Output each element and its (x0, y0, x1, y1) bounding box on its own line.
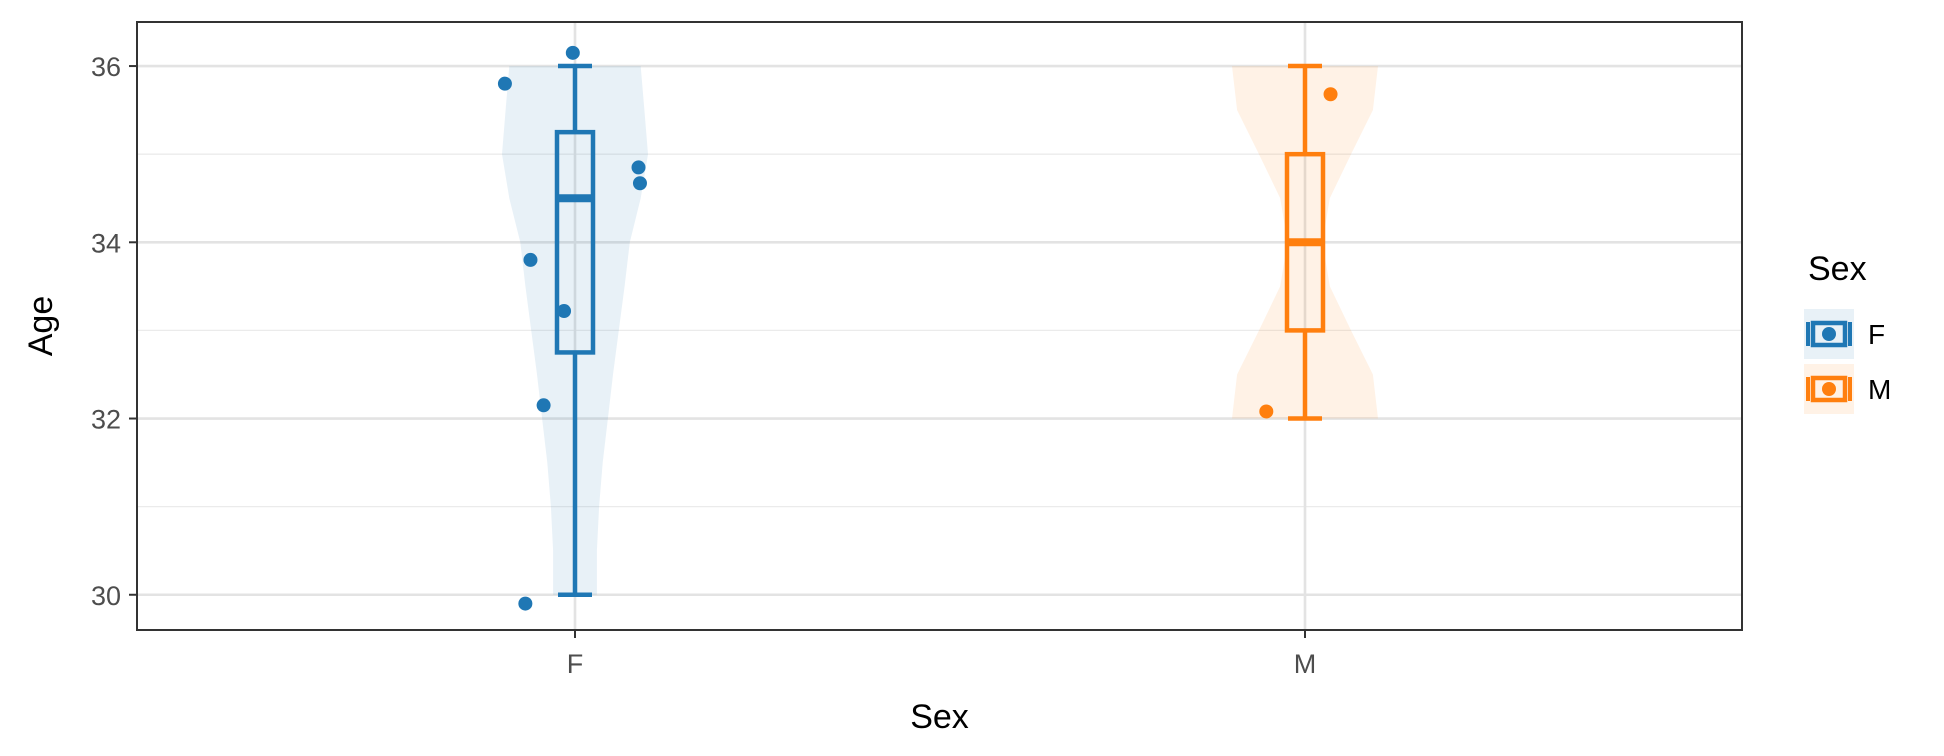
legend-box (1810, 375, 1848, 403)
data-point-F (536, 398, 551, 413)
legend-point (1822, 382, 1836, 396)
data-point-F (631, 160, 646, 175)
legend-label-M: M (1868, 374, 1891, 405)
boxplots (554, 63, 1326, 598)
plot-panel-border (136, 21, 1743, 631)
y-tick-label: 34 (91, 228, 121, 258)
box-F (554, 129, 596, 355)
legend-item-F: F (1804, 309, 1885, 359)
legend-label-F: F (1868, 319, 1885, 350)
grid-lines (137, 22, 1742, 630)
y-axis: 30 32 34 36 (91, 52, 137, 611)
data-point-F (632, 176, 647, 191)
x-tick-label: M (1294, 649, 1317, 679)
y-tick-label: 32 (91, 405, 121, 435)
data-point-F (565, 45, 580, 60)
data-point-F (523, 252, 538, 267)
legend-item-M: M (1804, 364, 1891, 414)
legend-point (1822, 327, 1836, 341)
violin-F (502, 66, 648, 595)
jitter-points (497, 45, 1338, 611)
legend-box (1810, 320, 1848, 348)
data-point-F (497, 76, 512, 91)
x-tick-label: F (567, 649, 584, 679)
data-point-F (518, 596, 533, 611)
data-point-M (1323, 87, 1338, 102)
x-axis-title: Sex (910, 698, 969, 736)
y-tick-label: 36 (91, 52, 121, 82)
legend-title: Sex (1808, 250, 1867, 288)
y-axis-title: Age (22, 296, 60, 357)
y-tick-label: 30 (91, 581, 121, 611)
data-point-F (557, 304, 572, 319)
data-point-M (1259, 404, 1274, 419)
legend: Sex FM (1804, 250, 1891, 414)
